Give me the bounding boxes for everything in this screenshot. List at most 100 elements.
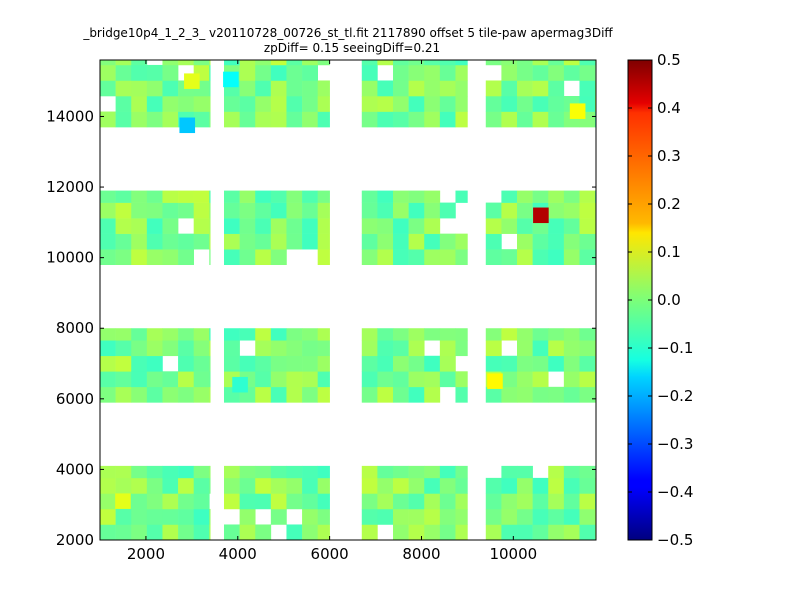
heatmap-cell <box>239 524 256 541</box>
heatmap-cell <box>255 249 272 266</box>
heatmap-cell <box>361 80 378 97</box>
heatmap-cell <box>501 249 518 266</box>
heatmap-cell <box>361 493 378 510</box>
heatmap-cell <box>517 386 533 403</box>
heatmap-cell <box>131 371 148 388</box>
heatmap-cell <box>209 340 211 357</box>
heatmap-cell <box>532 233 549 250</box>
heatmap-cell <box>517 96 533 112</box>
heatmap-cell <box>115 508 132 525</box>
x-tick-label: 4000 <box>219 545 257 563</box>
heatmap-cell <box>270 111 287 128</box>
heatmap-cell <box>563 493 580 510</box>
heatmap-cell <box>131 465 148 479</box>
heatmap-cell <box>270 80 287 97</box>
heatmap-cell <box>193 524 210 541</box>
heatmap-cell <box>131 249 148 266</box>
heatmap-cell <box>239 508 256 525</box>
heatmap-cell <box>517 233 533 250</box>
heatmap-cell <box>286 465 303 479</box>
heatmap-cell <box>517 202 533 219</box>
heatmap-cell <box>563 477 580 494</box>
heatmap-cell <box>439 96 456 112</box>
heatmap-cell <box>563 233 580 250</box>
heatmap-cell <box>286 111 303 128</box>
heatmap-cell <box>302 218 318 234</box>
heatmap-cell <box>178 190 194 203</box>
heatmap-cell <box>532 493 549 510</box>
heatmap-cell <box>100 524 116 541</box>
heatmap-cell <box>532 355 549 372</box>
heatmap-cell <box>317 218 330 234</box>
heatmap-cell <box>501 111 518 128</box>
heatmap-cell-outlier <box>179 117 196 134</box>
heatmap-cell <box>408 386 425 403</box>
heatmap-cell <box>563 340 580 357</box>
heatmap-cell <box>193 111 210 128</box>
heatmap-cell <box>100 371 116 388</box>
heatmap-cell <box>424 477 441 494</box>
colorbar-tick-label: −0.2 <box>657 387 693 405</box>
heatmap-cell <box>270 218 287 234</box>
heatmap-cell <box>224 355 240 372</box>
heatmap-cell <box>563 355 580 372</box>
y-tick-label: 10000 <box>46 249 94 267</box>
heatmap-cell <box>424 355 441 372</box>
heatmap-cell <box>209 111 211 128</box>
heatmap-cell <box>239 355 256 372</box>
heatmap-cell <box>146 340 163 357</box>
heatmap-cell <box>209 249 211 266</box>
heatmap-cell <box>579 508 596 525</box>
heatmap-cell <box>408 508 425 525</box>
heatmap-cell <box>224 190 240 203</box>
heatmap-cell <box>579 340 596 357</box>
heatmap-cell <box>286 202 303 219</box>
heatmap-cell <box>317 524 330 541</box>
heatmap-cell <box>270 328 287 341</box>
heatmap-cell <box>517 249 533 266</box>
heatmap-cell <box>548 96 565 112</box>
colorbar-tick-label: −0.1 <box>657 339 693 357</box>
heatmap-cell <box>377 371 394 388</box>
heatmap-cell <box>377 190 394 203</box>
heatmap-cell <box>377 386 394 403</box>
heatmap-cell <box>162 477 179 494</box>
heatmap-cell <box>302 233 318 250</box>
heatmap-cell <box>361 508 378 525</box>
heatmap-cell <box>255 64 272 81</box>
heatmap-cell <box>193 60 210 66</box>
heatmap-cell <box>224 96 240 112</box>
heatmap-cell <box>255 386 272 403</box>
y-tick-label: 4000 <box>56 460 94 478</box>
heatmap-cell <box>131 340 148 357</box>
heatmap-cell <box>361 355 378 372</box>
heatmap-cell <box>162 249 179 266</box>
heatmap-cell <box>548 386 565 403</box>
heatmap-cell <box>131 328 148 341</box>
heatmap-cell <box>548 60 565 66</box>
heatmap-cell <box>548 80 565 97</box>
heatmap-cell <box>255 371 272 388</box>
heatmap-cell <box>239 202 256 219</box>
heatmap-cell <box>517 493 533 510</box>
heatmap-cell <box>209 477 211 494</box>
heatmap-cell <box>439 477 456 494</box>
heatmap-cell <box>361 465 378 479</box>
heatmap-cell <box>317 60 330 66</box>
heatmap-cell <box>146 508 163 525</box>
heatmap-cell <box>501 371 518 388</box>
heatmap-cell <box>455 190 468 203</box>
heatmap-cell <box>317 386 330 403</box>
heatmap-cell <box>393 111 409 128</box>
heatmap-cell <box>548 249 565 266</box>
chart-title: _bridge10p4_1_2_3_ v20110728_00726_st_tl… <box>82 26 613 40</box>
heatmap-cell <box>302 493 318 510</box>
heatmap-cell <box>377 328 394 341</box>
heatmap-cell <box>317 233 330 250</box>
heatmap-cell <box>579 202 596 219</box>
heatmap-cell <box>131 386 148 403</box>
heatmap-cell <box>393 340 409 357</box>
heatmap-cell <box>178 60 194 66</box>
heatmap-cell <box>146 371 163 388</box>
heatmap-cell <box>439 64 456 81</box>
